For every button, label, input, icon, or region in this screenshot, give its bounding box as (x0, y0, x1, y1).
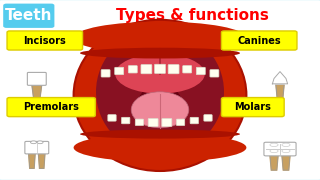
FancyBboxPatch shape (108, 115, 116, 121)
Ellipse shape (131, 92, 189, 128)
Ellipse shape (74, 133, 246, 162)
FancyBboxPatch shape (3, 4, 54, 28)
FancyBboxPatch shape (176, 119, 185, 125)
FancyBboxPatch shape (264, 142, 296, 156)
Ellipse shape (282, 143, 290, 147)
Ellipse shape (138, 85, 182, 124)
FancyBboxPatch shape (122, 117, 130, 124)
Ellipse shape (96, 29, 224, 155)
FancyBboxPatch shape (25, 141, 49, 154)
FancyBboxPatch shape (221, 31, 297, 50)
Polygon shape (276, 85, 284, 104)
FancyBboxPatch shape (28, 72, 46, 85)
FancyBboxPatch shape (196, 67, 205, 75)
FancyBboxPatch shape (101, 70, 110, 77)
Ellipse shape (80, 48, 240, 58)
Polygon shape (272, 72, 288, 84)
Ellipse shape (30, 141, 36, 144)
FancyBboxPatch shape (155, 64, 165, 73)
FancyBboxPatch shape (7, 31, 83, 50)
Ellipse shape (270, 149, 278, 153)
FancyBboxPatch shape (210, 70, 219, 77)
Polygon shape (270, 155, 278, 170)
FancyBboxPatch shape (128, 66, 137, 73)
FancyBboxPatch shape (183, 66, 192, 73)
FancyBboxPatch shape (148, 118, 158, 126)
Text: Premolars: Premolars (23, 102, 79, 112)
FancyBboxPatch shape (221, 98, 284, 117)
FancyBboxPatch shape (135, 119, 144, 125)
FancyBboxPatch shape (168, 65, 179, 74)
Text: Types & functions: Types & functions (116, 8, 268, 23)
Ellipse shape (80, 130, 240, 139)
FancyBboxPatch shape (141, 65, 152, 74)
Text: Molars: Molars (234, 102, 271, 112)
Polygon shape (29, 153, 35, 168)
FancyBboxPatch shape (115, 67, 124, 75)
Polygon shape (282, 155, 290, 170)
FancyBboxPatch shape (162, 118, 172, 126)
Ellipse shape (74, 20, 246, 171)
Text: Teeth: Teeth (5, 8, 52, 23)
Polygon shape (32, 85, 42, 102)
Ellipse shape (270, 143, 278, 147)
Ellipse shape (74, 22, 246, 54)
FancyBboxPatch shape (7, 98, 95, 117)
Polygon shape (38, 153, 45, 168)
Ellipse shape (37, 141, 43, 144)
Ellipse shape (282, 149, 290, 153)
FancyBboxPatch shape (204, 115, 212, 121)
Text: Canines: Canines (237, 35, 281, 46)
Ellipse shape (115, 54, 205, 94)
FancyBboxPatch shape (190, 117, 198, 124)
Text: Incisors: Incisors (23, 35, 66, 46)
